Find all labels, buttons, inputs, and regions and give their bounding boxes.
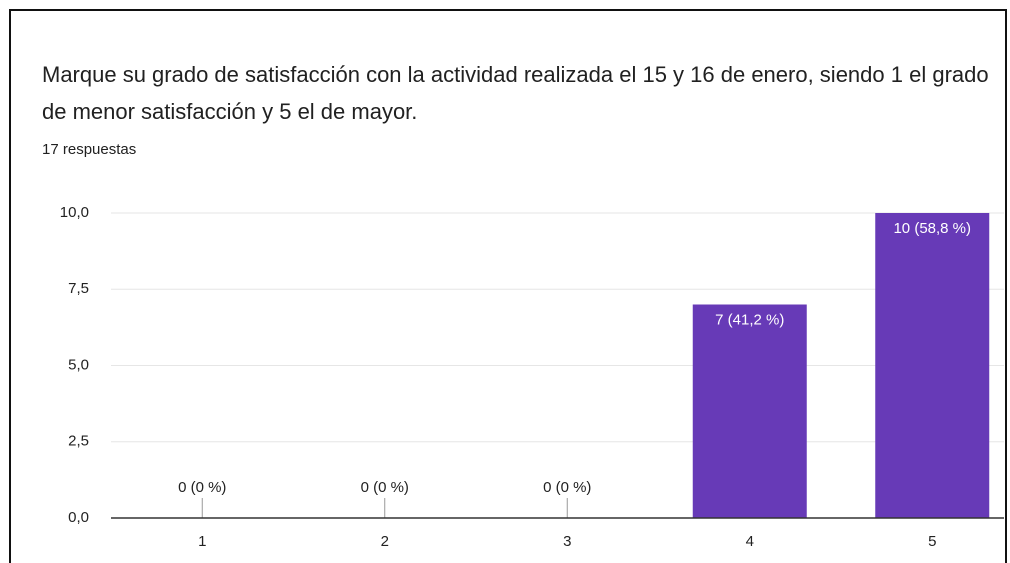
card-border [9, 9, 1007, 563]
bar [692, 304, 807, 518]
y-tick-label: 0,0 [68, 509, 89, 526]
y-tick-label: 7,5 [68, 280, 89, 297]
value-label: 0 (0 %) [361, 479, 409, 496]
x-tick-label: 4 [746, 533, 754, 550]
chart-title: Marque su grado de satisfacción con la a… [42, 62, 989, 87]
y-tick-label: 10,0 [60, 204, 89, 221]
bar [875, 213, 990, 518]
chart-title: de menor satisfacción y 5 el de mayor. [42, 99, 417, 124]
x-tick-label: 1 [198, 533, 206, 550]
y-tick-label: 2,5 [68, 433, 89, 450]
x-tick-label: 3 [563, 533, 571, 550]
y-tick-label: 5,0 [68, 356, 89, 373]
response-count: 17 respuestas [42, 141, 136, 158]
value-label: 10 (58,8 %) [893, 220, 971, 237]
x-tick-label: 5 [928, 533, 936, 550]
value-label: 0 (0 %) [543, 479, 591, 496]
value-label: 7 (41,2 %) [715, 311, 784, 328]
value-label: 0 (0 %) [178, 479, 226, 496]
x-tick-label: 2 [381, 533, 389, 550]
